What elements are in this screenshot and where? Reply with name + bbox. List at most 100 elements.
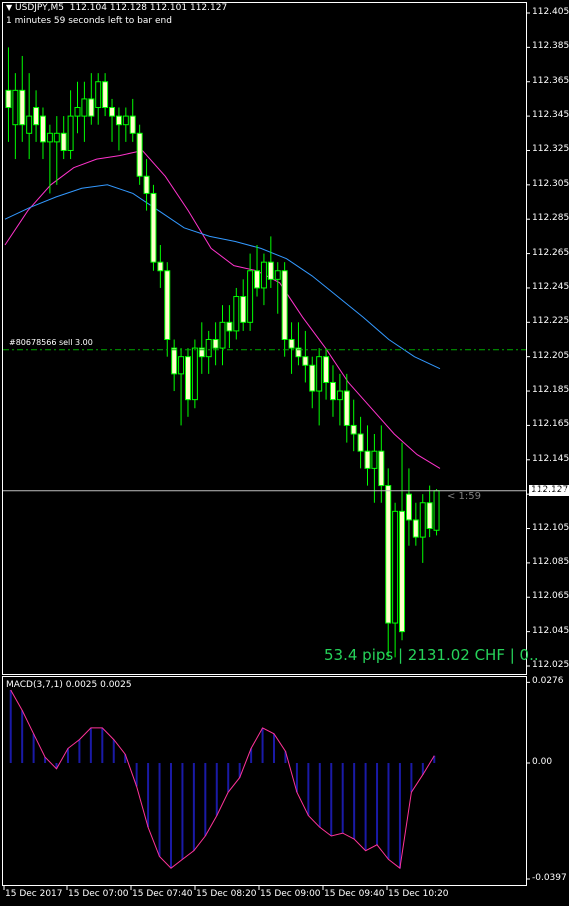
candle-body [267,261,274,280]
price-axis-label: 112.405 [532,7,569,17]
price-axis-label: 112.105 [532,522,569,533]
time-axis-label: 15 Dec 08:20 [196,889,257,899]
candle-body [122,115,129,126]
price-axis-label: 112.245 [532,281,569,292]
macd-axis-label: -0.0397 [532,873,567,883]
candle-body [143,175,150,194]
bar-countdown: < 1:59 [447,491,482,502]
candle-body [371,450,378,469]
candle-body [405,493,412,521]
time-axis-label: 15 Dec 09:00 [260,889,321,899]
candle-body [247,270,254,323]
main-chart-frame [2,2,527,675]
price-axis-label: 112.265 [532,247,569,258]
dropdown-triangle-icon[interactable]: ▼ [6,3,13,12]
candle-body [33,107,40,126]
candle-body [426,502,433,530]
price-axis-label: 112.385 [532,41,569,52]
price-axis-label: 112.185 [532,385,569,396]
candle-body [419,502,426,538]
bar-timer-text: 1 minutes 59 seconds left to bar end [6,16,172,26]
candle-body [39,115,46,143]
candle-body [433,490,440,531]
candle-body [60,132,67,151]
candle-body [5,89,12,109]
time-axis-label: 15 Dec 2017 [5,889,63,899]
candle-body [46,132,53,143]
macd-panel-frame [2,676,527,886]
candle-body [212,339,219,349]
time-axis-label: 15 Dec 07:00 [68,889,129,899]
candle-body [385,485,392,624]
candle-body [350,424,357,435]
profit-loss-text: 53.4 pips | 2131.02 CHF | 0.. [324,646,539,664]
candle-body [412,519,419,538]
candle-body [81,98,88,117]
candle-body [316,356,323,392]
candle-body [67,115,74,151]
candle-body [164,270,171,340]
time-axis-label: 15 Dec 10:20 [388,889,449,899]
candle-body [364,450,371,469]
candle-body [378,450,385,487]
macd-signal-line [10,689,435,870]
price-axis-label: 112.305 [532,178,569,189]
ma-slow-line [4,184,441,370]
macd-title: MACD(3,7,1) 0.0025 0.0025 [6,680,132,690]
candle-body [205,339,212,358]
price-axis-label: 112.045 [532,625,569,636]
candle-body [115,115,122,126]
chart-header: ▼ USDJPY,M5 112.104 112.128 112.101 112.… [6,3,227,13]
current-price-tag: 112.127 [529,485,569,496]
candle-body [74,107,81,117]
time-axis-label: 15 Dec 09:40 [324,889,385,899]
price-axis-label: 112.145 [532,453,569,464]
candle-body [191,347,198,401]
price-axis-label: 112.085 [532,556,569,567]
candle-body [274,270,281,280]
candle-body [157,261,164,272]
candle-body [12,89,19,126]
candle-body [302,356,309,366]
price-axis-label: 112.025 [532,660,569,670]
candle-body [102,81,109,109]
ma-fast-line [4,149,441,469]
price-axis-label: 112.285 [532,213,569,224]
candle-body [198,347,205,358]
candle-body [26,115,33,134]
macd-axis-label: 0.00 [532,757,553,767]
candle-body [329,381,336,401]
candle-body [288,339,295,349]
price-axis-label: 112.225 [532,316,569,327]
candle-body [88,98,95,117]
candle-body [343,390,350,426]
candle-body [357,433,364,452]
candle-body [178,356,185,375]
candle-body [309,364,316,392]
price-axis-label: 112.065 [532,591,569,602]
candle-body [19,89,26,126]
price-axis-label: 112.125 [532,488,569,499]
candle-body [184,356,191,401]
candle-body [323,356,330,383]
candle-body [399,510,406,633]
price-axis-label: 112.165 [532,419,569,430]
price-axis-label: 112.365 [532,75,569,86]
time-axis-label: 15 Dec 07:40 [132,889,193,899]
candle-body [240,296,247,323]
candle-body [53,132,60,143]
candle-body [295,347,302,358]
candle-body [226,321,233,332]
price-axis-label: 112.345 [532,110,569,121]
price-axis-label: 112.325 [532,144,569,155]
price-axis-label: 112.205 [532,350,569,361]
order-label[interactable]: #80678566 sell 3.00 [9,338,93,347]
candle-body [254,270,261,289]
candle-body [150,192,157,263]
candle-body [136,132,143,177]
macd-axis-label: 0.0276 [532,676,564,687]
candle-body [392,510,399,624]
candle-body [219,321,226,349]
candle-body [109,107,116,117]
